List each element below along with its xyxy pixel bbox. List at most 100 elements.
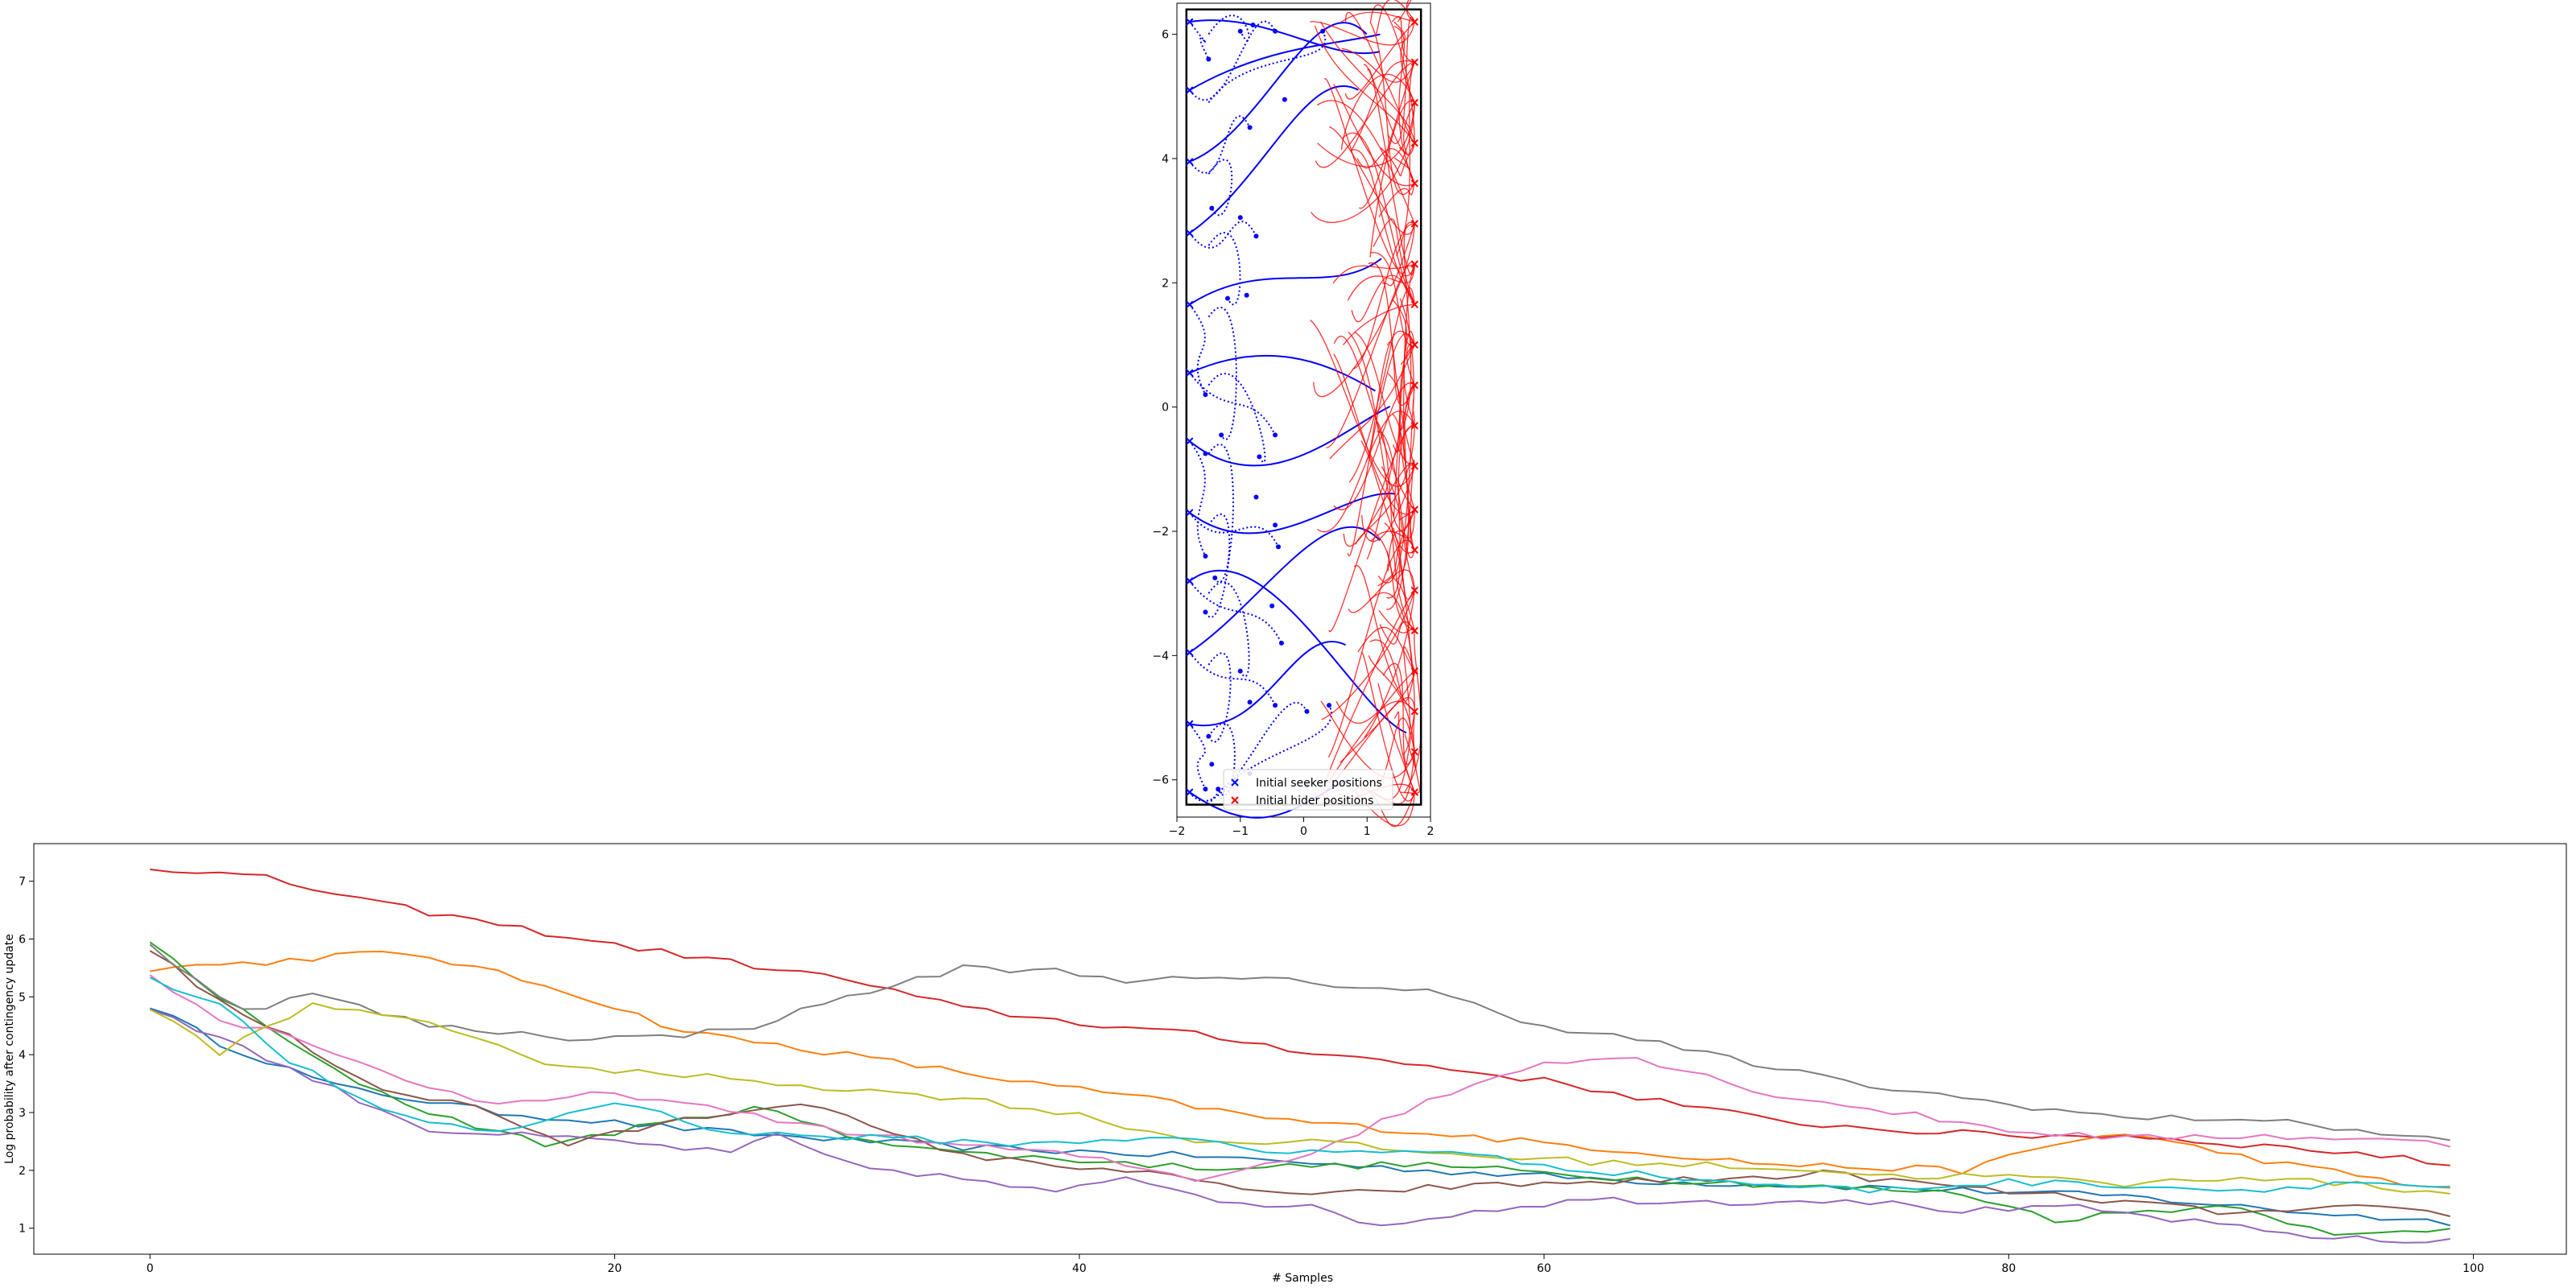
hider-trajectory (1382, 663, 1415, 766)
seeker-trajectory-dotted (1188, 221, 1257, 249)
hider-trajectory (1368, 527, 1415, 632)
seeker-trajectory (1189, 22, 1368, 163)
legend-entry: Initial seeker positions (1231, 777, 1382, 790)
x-axis-label: # Samples (1272, 1272, 1333, 1285)
x-tick-label: 40 (1072, 1262, 1087, 1275)
seeker-final-position-dot (1206, 56, 1212, 62)
y-tick-label: 2 (1162, 277, 1169, 290)
hider-trajectory (1333, 84, 1415, 187)
hider-trajectory (1323, 78, 1415, 277)
seeker-final-position-dot (1273, 28, 1278, 34)
hider-trajectory (1400, 343, 1415, 386)
seeker-trajectory (1189, 493, 1395, 535)
hider-trajectory (1370, 252, 1415, 346)
y-tick-label: 6 (19, 934, 26, 947)
hider-trajectory (1381, 223, 1415, 287)
hider-trajectory (1327, 539, 1415, 758)
seeker-trajectory-dotted (1208, 31, 1326, 104)
seeker-final-position-dot (1278, 640, 1284, 646)
seeker-trajectory-dotted (1188, 440, 1207, 557)
seeker-trajectory-dotted (1208, 307, 1237, 440)
series-line (149, 950, 2450, 1217)
x-tick-label: 2 (1427, 825, 1435, 838)
seeker-initial-marker-stroke (1186, 648, 1194, 657)
seeker-final-position-dot (1203, 451, 1208, 456)
seeker-trajectory-dotted (1188, 702, 1308, 802)
hider-initial-marker-stroke (1410, 260, 1419, 268)
seeker-trajectory (1189, 258, 1382, 306)
seeker-initial-marker-stroke (1186, 86, 1194, 94)
hider-initial-marker-stroke (1410, 586, 1419, 595)
x-tick-label: 0 (147, 1262, 154, 1275)
seeker-initial-marker-stroke (1186, 369, 1194, 377)
seeker-trajectory (1189, 33, 1381, 91)
seeker-final-position-dot (1327, 703, 1331, 708)
series-line (149, 1002, 2450, 1195)
y-tick-label: 4 (19, 1049, 26, 1062)
hider-trajectories (1310, 0, 1422, 828)
seeker-initial-marker-stroke (1186, 577, 1194, 585)
hider-initial-marker-stroke (1410, 180, 1419, 188)
log-probability-series (149, 869, 2450, 1244)
hider-initial-marker (1410, 180, 1419, 188)
seeker-final-position-dot (1269, 603, 1275, 609)
x-tick-label: 0 (1300, 825, 1307, 838)
hider-trajectory (1333, 336, 1415, 510)
seeker-initial-marker (1186, 437, 1194, 445)
hider-trajectory (1392, 413, 1415, 551)
seeker-final-position-dot (1282, 97, 1287, 102)
y-tick-label: 7 (19, 876, 26, 889)
seeker-trajectory-dotted (1188, 651, 1276, 706)
x-tick-label: 80 (2001, 1262, 2016, 1275)
hider-trajectory (1351, 275, 1415, 323)
seeker-final-position-dot (1237, 215, 1243, 221)
seeker-initial-marker-stroke (1186, 18, 1194, 26)
seeker-initial-marker (1186, 720, 1194, 728)
hider-initial-marker (1410, 260, 1419, 268)
seeker-initial-marker (1186, 509, 1194, 517)
hider-initial-marker-stroke (1410, 220, 1419, 228)
seeker-final-position-dot (1273, 432, 1278, 438)
hider-initial-marker (1410, 626, 1419, 635)
y-tick-label: −2 (1152, 526, 1169, 539)
seeker-trajectory-dotted (1188, 723, 1207, 790)
hider-trajectory (1342, 303, 1415, 345)
seeker-trajectory (1189, 354, 1376, 392)
hider-initial-marker (1410, 748, 1419, 756)
hider-trajectory (1332, 263, 1415, 284)
seeker-final-position-dot (1203, 392, 1208, 398)
hider-trajectory (1393, 331, 1415, 518)
seeker-final-position-dot (1237, 28, 1243, 34)
series-line (150, 869, 2450, 1166)
hider-initial-marker-stroke (1410, 138, 1419, 147)
seeker-initial-marker (1186, 369, 1194, 377)
seeker-trajectory (1189, 641, 1346, 727)
y-tick-label: 2 (19, 1165, 26, 1178)
hider-initial-marker (1410, 667, 1419, 675)
hider-initial-marker-stroke (1410, 462, 1419, 470)
seeker-final-position-dot (1320, 28, 1326, 34)
hider-initial-marker (1410, 462, 1419, 470)
series-line (149, 941, 2450, 1236)
seeker-final-position-dot (1216, 786, 1221, 792)
hider-initial-marker (1410, 506, 1419, 514)
hider-initial-marker-stroke (1410, 626, 1419, 635)
seeker-trajectory (1189, 85, 1359, 234)
seeker-final-position-dot (1244, 292, 1249, 298)
hider-initial-marker-stroke (1410, 506, 1419, 514)
x-tick-label: −1 (1232, 825, 1249, 838)
hider-trajectory (1398, 514, 1415, 551)
x-tick-label: 60 (1537, 1262, 1551, 1275)
logprob-ticks: 0 20 40 60 80 100 1 2 3 4 5 6 7 (19, 876, 2484, 1275)
y-tick-label: 1 (19, 1223, 26, 1236)
hider-initial-marker-stroke (1410, 667, 1419, 675)
hider-initial-marker-stroke (1410, 381, 1419, 390)
seeker-initial-marker (1186, 86, 1194, 94)
hider-trajectory (1386, 341, 1415, 406)
seeker-trajectory-dotted (1204, 513, 1231, 618)
seeker-trajectory-dotted (1208, 14, 1250, 42)
series-line (149, 976, 2450, 1194)
seeker-final-position-dot (1203, 553, 1208, 559)
legend-marker-stroke (1231, 778, 1239, 786)
